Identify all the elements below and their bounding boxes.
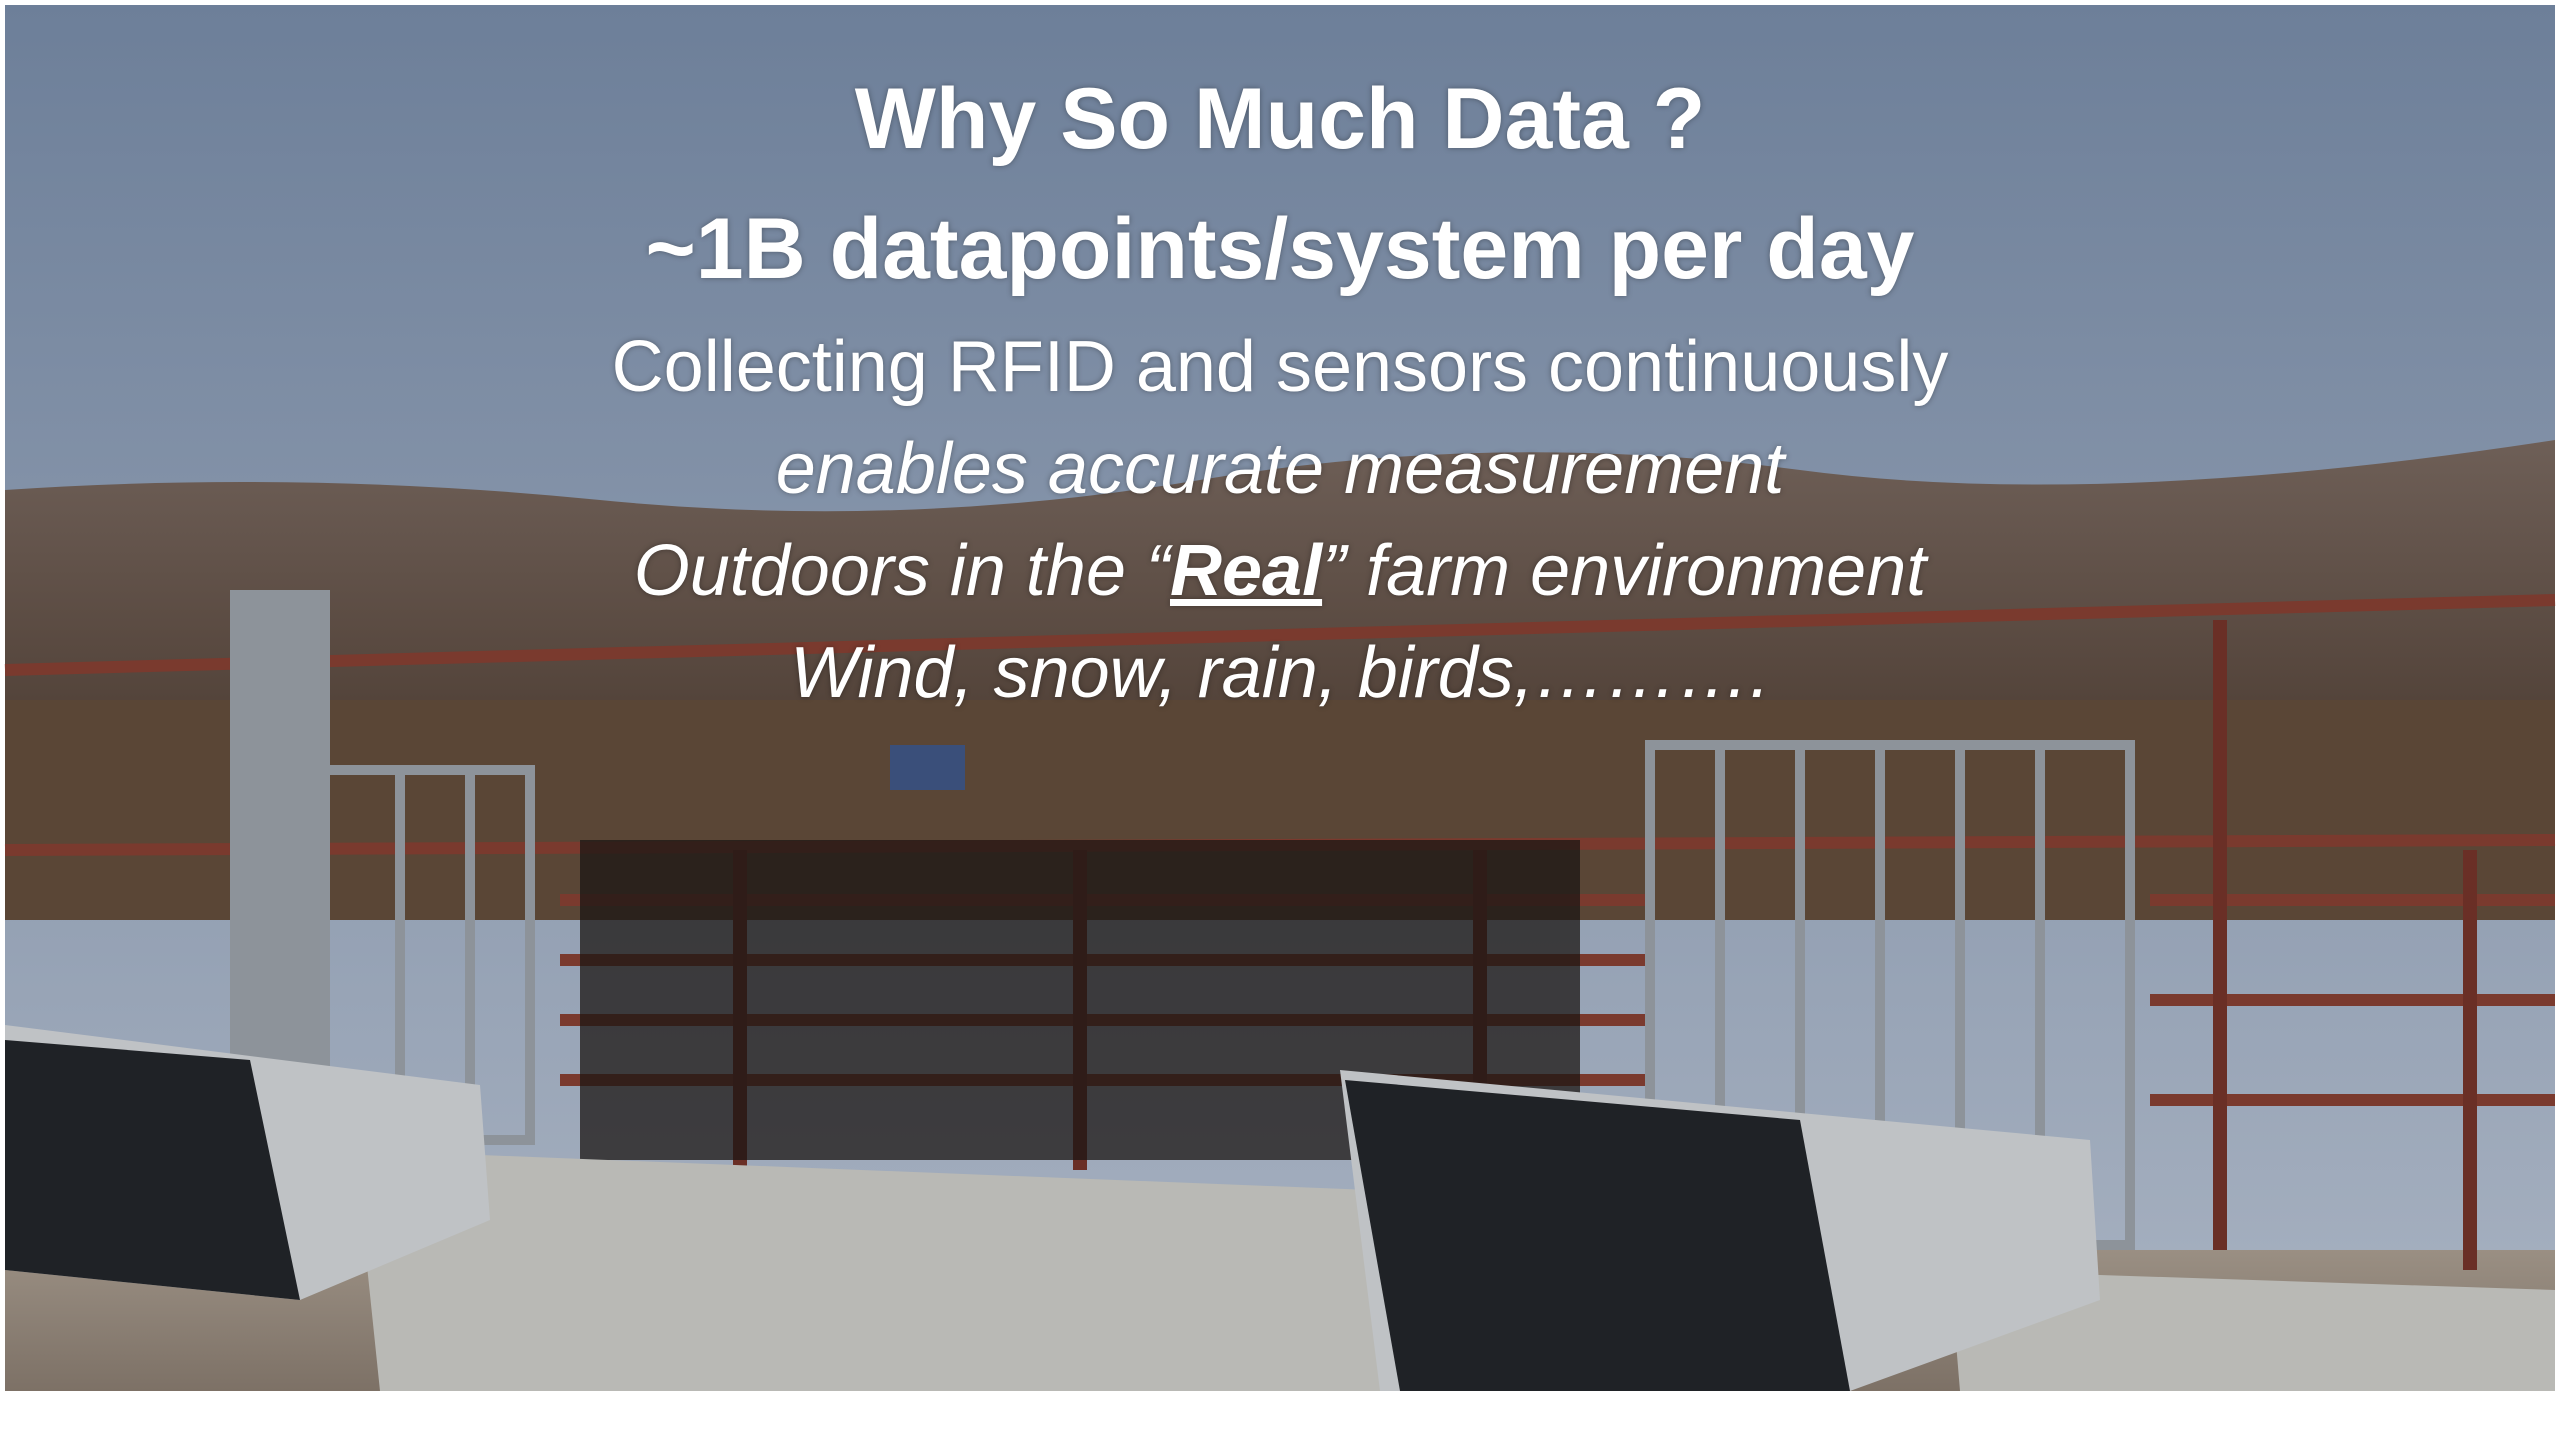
slide-line: Collecting RFID and sensors continuously — [0, 326, 2560, 408]
slide-subtitle: ~1B datapoints/system per day — [0, 200, 2560, 299]
feeder-panel — [1345, 1080, 1850, 1391]
text-run: Outdoors in the “ — [634, 531, 1170, 611]
slide-line: enables accurate measurement — [0, 428, 2560, 510]
slide-line: Outdoors in the “Real” farm environment — [0, 530, 2560, 612]
emphasis: Real — [1170, 531, 1322, 611]
slide-line: Wind, snow, rain, birds,………. — [0, 632, 2560, 714]
page: Slide html, body { margin: 0; padding: 0… — [0, 0, 2560, 1440]
slide: {"slide": {"lines": [ "Why So Much Data … — [0, 0, 2560, 1440]
solar-panel — [890, 745, 965, 790]
slide-title: Why So Much Data ? — [0, 70, 2560, 169]
concrete-barrier — [355, 1150, 1400, 1391]
text-run: ” farm environment — [1322, 531, 1926, 611]
